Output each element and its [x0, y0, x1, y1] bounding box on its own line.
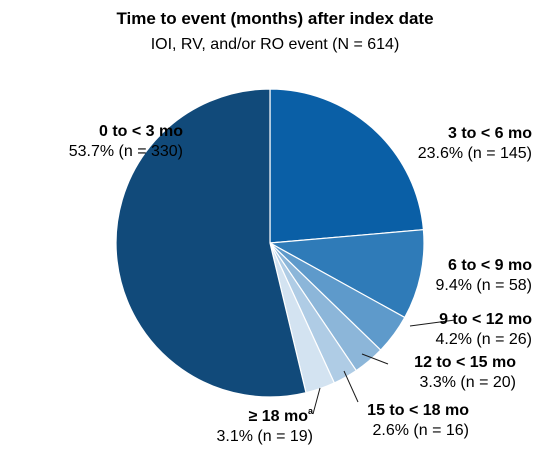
slice-value-6: 53.7% (n = 330): [69, 143, 183, 160]
pie-slice-0: [269, 88, 425, 244]
pie-slices: [115, 88, 425, 398]
slice-value-3: 3.3% (n = 20): [420, 374, 517, 391]
chart-title: Time to event (months) after index date: [116, 9, 433, 28]
slice-value-5: 3.1% (n = 19): [217, 428, 314, 445]
slice-value-2: 4.2% (n = 26): [436, 331, 533, 348]
slice-value-1: 9.4% (n = 58): [436, 277, 533, 294]
slice-value-0: 23.6% (n = 145): [418, 145, 532, 162]
slice-label-4: 15 to < 18 mo: [367, 402, 469, 419]
slice-value-4: 2.6% (n = 16): [373, 422, 470, 439]
leader-line-5: [312, 387, 321, 415]
slice-label-0: 3 to < 6 mo: [448, 125, 532, 142]
slice-labels: 3 to < 6 mo 23.6% (n = 145) 6 to < 9 mo 9.4…: [69, 123, 533, 445]
pie-slice-6: [115, 88, 307, 398]
slice-label-3: 12 to < 15 mo: [414, 354, 516, 371]
slice-footnote-5: a: [308, 406, 314, 416]
slice-label-2: 9 to < 12 mo: [439, 311, 532, 328]
pie-slice-1: [267, 229, 425, 319]
chart-subtitle: IOI, RV, and/or RO event (N = 614): [151, 36, 400, 53]
slice-label-1: 6 to < 9 mo: [448, 257, 532, 274]
slice-label-6: 0 to < 3 mo: [99, 123, 183, 140]
slice-label-5: ≥ 18 moa: [249, 406, 314, 425]
leader-line-4: [343, 370, 359, 403]
leader-lines: [312, 319, 456, 415]
leader-line-3: [361, 353, 389, 365]
leader-line-2: [409, 319, 456, 327]
